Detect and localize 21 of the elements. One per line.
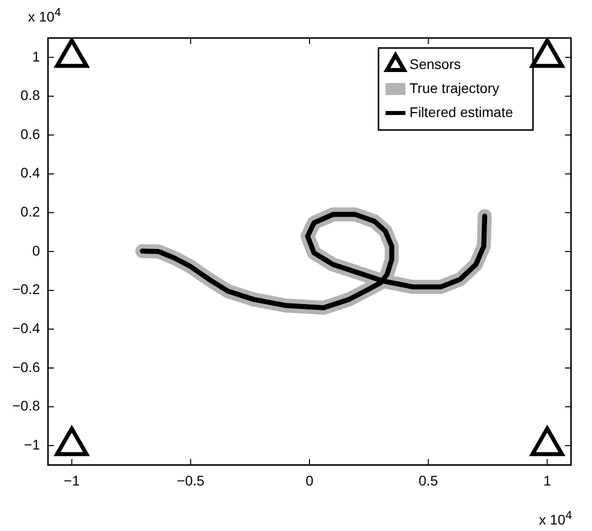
y-tick-label: 0.8 <box>20 87 40 104</box>
legend-label: Filtered estimate <box>410 104 514 120</box>
x-tick-label: −0.5 <box>176 472 205 488</box>
y-tick-label: −0.6 <box>12 358 40 375</box>
y-tick-label: 0.6 <box>20 126 40 142</box>
y-tick-label: 1 <box>32 48 40 64</box>
x-tick-label: −1 <box>64 472 80 488</box>
y-tick-label: −0.8 <box>12 398 40 414</box>
text: x 10$^{4}$ <box>539 509 572 528</box>
y-tick-label: −1 <box>24 436 40 452</box>
legend-label: True trajectory <box>410 80 500 96</box>
x-tick-label: 0 <box>306 472 314 488</box>
y-tick-label: 0 <box>32 242 40 258</box>
x-tick-label: 0.5 <box>418 472 438 488</box>
y-tick-label: −0.4 <box>12 320 40 336</box>
legend-label: Sensors <box>410 56 461 72</box>
text: x 10$^{4}$ <box>28 6 61 25</box>
x-tick-label: 1 <box>543 472 552 488</box>
y-tick-label: −0.2 <box>12 281 40 298</box>
y-tick-label: 0.2 <box>20 204 40 220</box>
y-tick-label: 0.4 <box>20 164 40 181</box>
